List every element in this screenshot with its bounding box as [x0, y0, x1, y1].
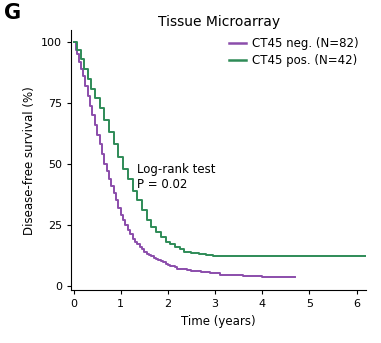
Title: Tissue Microarray: Tissue Microarray — [157, 15, 280, 29]
Text: G: G — [4, 3, 21, 23]
Text: Log-rank test
P = 0.02: Log-rank test P = 0.02 — [137, 163, 216, 191]
X-axis label: Time (years): Time (years) — [181, 315, 256, 328]
Legend: CT45 neg. (N=82), CT45 pos. (N=42): CT45 neg. (N=82), CT45 pos. (N=42) — [224, 33, 363, 71]
Y-axis label: Disease-free survival (%): Disease-free survival (%) — [22, 86, 35, 235]
